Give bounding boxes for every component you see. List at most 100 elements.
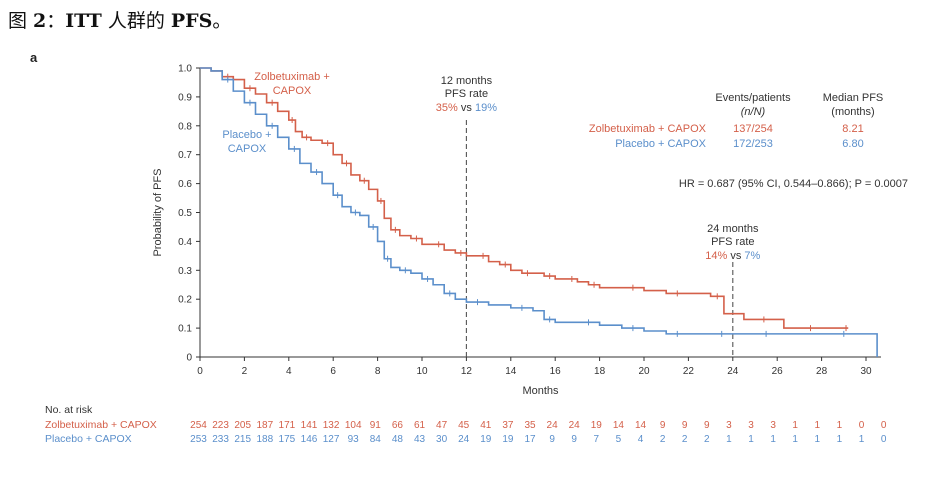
table-header-events: Events/patients [715, 92, 791, 104]
x-tick-label: 2 [242, 366, 248, 377]
y-tick-label: 0.6 [178, 179, 192, 190]
y-tick-label: 0.3 [178, 266, 192, 277]
risk-value: 215 [234, 434, 251, 445]
landmark-rates: 14% vs 7% [705, 250, 760, 262]
x-tick-label: 14 [505, 366, 517, 377]
y-tick-label: 1.0 [178, 64, 192, 75]
risk-value: 61 [414, 420, 426, 431]
risk-value: 91 [370, 420, 382, 431]
curve-label-placebo: Placebo + [222, 129, 271, 141]
x-tick-label: 0 [197, 366, 203, 377]
risk-value: 104 [345, 420, 362, 431]
landmark-label: 12 months [441, 75, 493, 87]
risk-value: 47 [436, 420, 448, 431]
risk-value: 0 [859, 420, 865, 431]
risk-value: 9 [571, 434, 577, 445]
risk-value: 3 [770, 420, 776, 431]
heading-figure-number: 2 [33, 10, 47, 32]
risk-value: 19 [480, 434, 492, 445]
heading-suffix: 。 [212, 10, 232, 32]
risk-value: 24 [458, 434, 470, 445]
risk-value: 2 [660, 434, 666, 445]
risk-value: 19 [502, 434, 514, 445]
series-line-placebo [200, 67, 878, 357]
heading-itt: ITT [65, 10, 102, 32]
table-row-events: 137/254 [733, 123, 773, 135]
x-tick-label: 4 [286, 366, 292, 377]
x-tick-label: 18 [594, 366, 606, 377]
risk-value: 5 [616, 434, 622, 445]
risk-row-name: Placebo + CAPOX [45, 433, 132, 445]
heading-pfs: PFS [170, 10, 213, 32]
x-tick-label: 20 [638, 366, 650, 377]
curve-label-zolbetuximab: Zolbetuximab + [254, 71, 330, 83]
table-row-name: Placebo + CAPOX [615, 138, 706, 150]
risk-value: 146 [301, 434, 318, 445]
x-tick-label: 10 [416, 366, 428, 377]
risk-value: 84 [370, 434, 382, 445]
risk-value: 0 [881, 420, 887, 431]
heading-middle: 人群的 [101, 10, 171, 32]
y-axis-label: Probability of PFS [152, 168, 164, 256]
landmark-label: 24 months [707, 223, 759, 235]
y-tick-label: 0 [186, 353, 192, 364]
risk-value: 2 [682, 434, 688, 445]
y-tick-label: 0.8 [178, 121, 192, 132]
y-tick-label: 0.7 [178, 150, 192, 161]
risk-value: 41 [480, 420, 492, 431]
risk-value: 253 [190, 434, 207, 445]
risk-value: 1 [792, 434, 798, 445]
risk-value: 2 [704, 434, 710, 445]
risk-value: 1 [770, 434, 776, 445]
x-tick-label: 30 [860, 366, 872, 377]
risk-value: 35 [524, 420, 536, 431]
risk-value: 9 [682, 420, 688, 431]
risk-value: 205 [234, 420, 251, 431]
y-tick-label: 0.2 [178, 295, 192, 306]
y-tick-label: 0.9 [178, 92, 192, 103]
landmark-label: PFS rate [445, 88, 488, 100]
risk-value: 1 [859, 434, 865, 445]
risk-value: 3 [748, 420, 754, 431]
table-row-median: 8.21 [842, 123, 863, 135]
risk-value: 127 [323, 434, 340, 445]
table-row-name: Zolbetuximab + CAPOX [589, 123, 707, 135]
risk-value: 132 [323, 420, 340, 431]
risk-value: 9 [549, 434, 555, 445]
risk-value: 37 [502, 420, 514, 431]
risk-value: 187 [256, 420, 273, 431]
curve-label-placebo: CAPOX [228, 143, 267, 155]
x-tick-label: 6 [330, 366, 336, 377]
y-tick-label: 0.1 [178, 324, 192, 335]
risk-value: 1 [815, 434, 821, 445]
risk-value: 175 [279, 434, 296, 445]
risk-value: 43 [414, 434, 426, 445]
landmark-label: PFS rate [711, 236, 754, 248]
risk-value: 9 [660, 420, 666, 431]
x-tick-label: 26 [772, 366, 784, 377]
table-row-median: 6.80 [842, 138, 863, 150]
risk-value: 93 [348, 434, 360, 445]
risk-value: 1 [726, 434, 732, 445]
hazard-ratio-text: HR = 0.687 (95% CI, 0.544–0.866); P = 0.… [679, 178, 908, 190]
risk-value: 1 [837, 434, 843, 445]
risk-value: 45 [458, 420, 470, 431]
risk-value: 1 [837, 420, 843, 431]
landmark-rates: 35% vs 19% [436, 102, 497, 114]
table-header-median: Median PFS [823, 92, 884, 104]
risk-value: 24 [547, 420, 559, 431]
heading-colon: ： [46, 10, 66, 32]
risk-value: 30 [436, 434, 448, 445]
y-tick-label: 0.5 [178, 208, 192, 219]
x-tick-label: 28 [816, 366, 828, 377]
risk-table-title: No. at risk [45, 404, 93, 416]
risk-value: 14 [635, 420, 647, 431]
risk-value: 19 [591, 420, 603, 431]
table-row-events: 172/253 [733, 138, 773, 150]
panel-label: a [30, 50, 38, 65]
risk-value: 66 [392, 420, 404, 431]
risk-value: 223 [212, 420, 229, 431]
figure-heading: 图 2：ITT 人群的 PFS。 [8, 6, 231, 33]
risk-value: 24 [569, 420, 581, 431]
